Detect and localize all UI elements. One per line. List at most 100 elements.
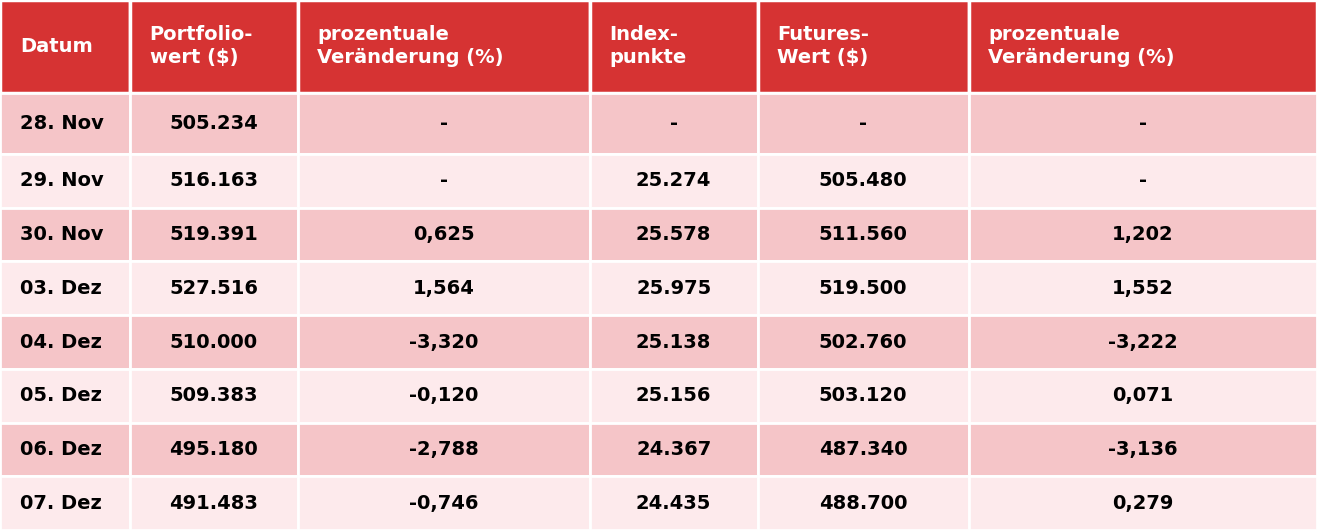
Text: 25.274: 25.274: [636, 171, 711, 190]
Text: -0,120: -0,120: [410, 386, 478, 405]
Text: 28. Nov: 28. Nov: [20, 114, 104, 133]
Bar: [968, 93, 1317, 154]
Text: 511.560: 511.560: [819, 225, 907, 244]
Text: 491.483: 491.483: [170, 493, 258, 513]
Bar: [968, 422, 1317, 476]
Bar: [130, 369, 298, 422]
Bar: [0, 154, 130, 208]
Bar: [590, 476, 757, 530]
Bar: [757, 315, 968, 369]
Bar: [130, 0, 298, 93]
Text: 527.516: 527.516: [169, 279, 258, 298]
Bar: [757, 476, 968, 530]
Bar: [757, 369, 968, 422]
Text: -: -: [440, 171, 448, 190]
Bar: [298, 154, 590, 208]
Text: 03. Dez: 03. Dez: [20, 279, 101, 298]
Text: 25.578: 25.578: [636, 225, 711, 244]
Text: 502.760: 502.760: [819, 332, 907, 351]
Bar: [0, 261, 130, 315]
Bar: [590, 315, 757, 369]
Bar: [298, 261, 590, 315]
Bar: [130, 261, 298, 315]
Bar: [0, 0, 130, 93]
Text: Portfolio-
wert ($): Portfolio- wert ($): [150, 25, 253, 67]
Bar: [298, 369, 590, 422]
Bar: [590, 422, 757, 476]
Bar: [590, 369, 757, 422]
Text: Datum: Datum: [20, 37, 92, 56]
Text: Index-
punkte: Index- punkte: [610, 25, 686, 67]
Text: -3,222: -3,222: [1108, 332, 1177, 351]
Text: -: -: [669, 114, 678, 133]
Text: 495.180: 495.180: [170, 440, 258, 459]
Bar: [0, 208, 130, 261]
Text: 510.000: 510.000: [170, 332, 258, 351]
Bar: [757, 154, 968, 208]
Text: 519.500: 519.500: [819, 279, 907, 298]
Bar: [757, 422, 968, 476]
Text: 505.234: 505.234: [170, 114, 258, 133]
Bar: [298, 208, 590, 261]
Text: 0,625: 0,625: [412, 225, 474, 244]
Bar: [590, 154, 757, 208]
Text: 488.700: 488.700: [819, 493, 907, 513]
Bar: [590, 93, 757, 154]
Bar: [298, 93, 590, 154]
Text: 1,564: 1,564: [412, 279, 474, 298]
Text: -0,746: -0,746: [410, 493, 478, 513]
Text: 519.391: 519.391: [170, 225, 258, 244]
Text: 505.480: 505.480: [819, 171, 907, 190]
Text: 24.435: 24.435: [636, 493, 711, 513]
Bar: [0, 476, 130, 530]
Bar: [130, 476, 298, 530]
Bar: [298, 315, 590, 369]
Bar: [130, 315, 298, 369]
Text: 06. Dez: 06. Dez: [20, 440, 101, 459]
Text: 25.975: 25.975: [636, 279, 711, 298]
Text: 0,071: 0,071: [1112, 386, 1173, 405]
Text: 05. Dez: 05. Dez: [20, 386, 101, 405]
Bar: [590, 0, 757, 93]
Text: 487.340: 487.340: [819, 440, 907, 459]
Text: 0,279: 0,279: [1112, 493, 1173, 513]
Bar: [0, 369, 130, 422]
Text: -3,320: -3,320: [410, 332, 478, 351]
Bar: [130, 208, 298, 261]
Bar: [130, 93, 298, 154]
Text: 503.120: 503.120: [819, 386, 907, 405]
Text: 30. Nov: 30. Nov: [20, 225, 103, 244]
Text: 07. Dez: 07. Dez: [20, 493, 101, 513]
Bar: [968, 476, 1317, 530]
Bar: [298, 0, 590, 93]
Bar: [757, 208, 968, 261]
Text: -3,136: -3,136: [1108, 440, 1177, 459]
Text: Futures-
Wert ($): Futures- Wert ($): [777, 25, 869, 67]
Bar: [130, 154, 298, 208]
Text: 509.383: 509.383: [170, 386, 258, 405]
Text: prozentuale
Veränderung (%): prozentuale Veränderung (%): [988, 25, 1175, 67]
Text: 516.163: 516.163: [169, 171, 258, 190]
Bar: [968, 315, 1317, 369]
Bar: [968, 369, 1317, 422]
Bar: [757, 261, 968, 315]
Text: -: -: [1139, 114, 1147, 133]
Bar: [968, 208, 1317, 261]
Text: 29. Nov: 29. Nov: [20, 171, 104, 190]
Text: 1,552: 1,552: [1112, 279, 1173, 298]
Bar: [0, 93, 130, 154]
Bar: [968, 261, 1317, 315]
Bar: [298, 476, 590, 530]
Text: -2,788: -2,788: [408, 440, 478, 459]
Text: 04. Dez: 04. Dez: [20, 332, 101, 351]
Bar: [130, 422, 298, 476]
Bar: [757, 0, 968, 93]
Text: -: -: [859, 114, 867, 133]
Text: 25.138: 25.138: [636, 332, 711, 351]
Text: 1,202: 1,202: [1112, 225, 1173, 244]
Bar: [757, 93, 968, 154]
Bar: [590, 208, 757, 261]
Bar: [968, 154, 1317, 208]
Bar: [298, 422, 590, 476]
Bar: [0, 315, 130, 369]
